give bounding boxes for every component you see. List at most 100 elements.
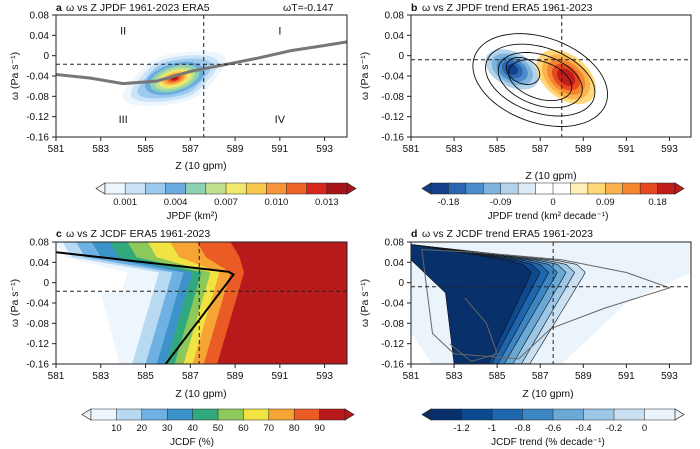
colorbar-tick-label: -0.8 — [514, 423, 530, 434]
y-tick-label: 0.04 — [30, 258, 50, 269]
panel-d-colorbar-label: JCDF trend (% decade⁻¹) — [491, 437, 605, 448]
colorbar-tick-label: -1 — [488, 423, 496, 434]
y-tick-label: -0.16 — [26, 133, 49, 144]
y-tick-label: 0.08 — [385, 11, 405, 22]
panel-b-colorbar: -0.18 -0.09 0 0.09 0.18 — [421, 182, 685, 208]
colorbar-bin — [552, 182, 572, 195]
panel-b-field — [411, 15, 691, 137]
colorbar-bin — [205, 182, 227, 195]
x-tick-label: 583 — [92, 371, 109, 382]
colorbar-bin — [124, 182, 146, 195]
colorbar-bin — [243, 408, 270, 421]
colorbar-bin — [90, 408, 118, 421]
x-tick-label: 589 — [227, 144, 244, 155]
y-tick-label: 0.08 — [385, 238, 405, 249]
y-tick-label: -0.12 — [381, 339, 404, 350]
colorbar-bin — [141, 408, 168, 421]
colorbar-bin — [461, 408, 493, 421]
jcdf-trend-band — [411, 244, 532, 364]
x-tick-label: 589 — [575, 371, 592, 382]
x-tick-label: 581 — [403, 144, 420, 155]
jpdf-outline-contour — [508, 59, 573, 102]
panel-d-title: ω vs Z JCDF trend ERA5 1961-2023 — [422, 228, 593, 240]
colorbar-bin — [217, 408, 245, 421]
colorbar-tick-label: -1.2 — [453, 423, 469, 434]
jpdf-outline-contour — [497, 52, 583, 109]
panel-a-title: ω vs Z JPDF 1961-2023 ERA5 — [66, 2, 210, 14]
x-tick-label: 589 — [575, 144, 592, 155]
colorbar-tick-label: 80 — [289, 423, 300, 434]
colorbar-bin — [491, 408, 524, 421]
panel-a-axes: 581 583 585 587 589 591 593 0.08 0.04 0 -0.04 -0.08… — [26, 11, 333, 156]
colorbar-bin — [166, 408, 194, 421]
colorbar-bin — [522, 408, 554, 421]
colorbar-tick-label: 20 — [137, 423, 148, 434]
quadrant-label: II — [120, 25, 126, 37]
colorbar-tick-label: 30 — [162, 423, 173, 434]
colorbar-tick-label: 40 — [187, 423, 198, 434]
colorbar-extend-high — [674, 408, 685, 421]
panel-c-title: ω vs Z JCDF ERA5 1961-2023 — [66, 228, 210, 240]
panel-b-axes: 581 583 585 587 589 591 593 0.08 0.04 0 -0.04 -0.08… — [381, 11, 678, 156]
x-tick-label: 585 — [137, 144, 154, 155]
quadrant-label: I — [278, 25, 281, 37]
x-tick-label: 591 — [272, 371, 289, 382]
colorbar-bin — [448, 182, 467, 195]
colorbar-bin — [293, 408, 321, 421]
panel-c-colorbar-label: JCDF (%) — [170, 437, 214, 448]
colorbar-bin — [583, 408, 615, 421]
colorbar-bin — [657, 182, 676, 195]
colorbar-tick-label: 0.013 — [315, 197, 339, 208]
colorbar-bin — [104, 182, 126, 195]
x-tick-label: 591 — [618, 144, 635, 155]
colorbar-extend-low — [421, 182, 432, 195]
panel-c-axes: 581 583 585 587 589 591 593 0.08 0.04 0 -0.04 -0.08… — [26, 238, 333, 383]
colorbar-tick-label: -0.09 — [490, 197, 512, 208]
panel-a: a ω vs Z JPDF 1961-2023 ERA5 ωT=-0.147 I… — [9, 2, 357, 222]
colorbar-bin — [535, 182, 554, 195]
colorbar-tick-label: 90 — [314, 423, 325, 434]
x-tick-label: 589 — [227, 371, 244, 382]
x-tick-label: 587 — [182, 371, 199, 382]
panel-b-ylabel: ω (Pa s⁻¹) — [359, 52, 371, 100]
colorbar-bin — [570, 182, 589, 195]
colorbar-bin — [483, 182, 502, 195]
colorbar-bin — [430, 408, 463, 421]
x-tick-label: 593 — [316, 144, 333, 155]
colorbar-tick-label: 0.09 — [596, 197, 615, 208]
x-tick-label: 593 — [661, 371, 678, 382]
colorbar-extend-high — [344, 408, 355, 421]
x-tick-label: 587 — [182, 144, 199, 155]
x-tick-label: 583 — [92, 144, 109, 155]
y-tick-label: 0 — [43, 51, 49, 62]
x-tick-label: 583 — [446, 144, 463, 155]
panel-d-axes: 581 583 585 587 589 591 593 0.08 0.04 0 -0.04 -0.08… — [381, 238, 678, 383]
colorbar-bin — [266, 182, 288, 195]
y-tick-label: 0 — [398, 51, 404, 62]
colorbar-tick-label: -0.2 — [606, 423, 622, 434]
jcdf-outline-contour — [421, 249, 672, 360]
x-tick-label: 585 — [489, 371, 506, 382]
panel-d-colorbar: -1.2 -1 -0.8 -0.6 -0.4 -0.2 0 — [421, 408, 685, 434]
panel-a-ylabel: ω (Pa s⁻¹) — [9, 52, 21, 100]
colorbar-bin — [286, 182, 308, 195]
colorbar-extend-low — [95, 182, 106, 195]
y-tick-label: -0.16 — [26, 360, 49, 371]
quadrant-label: IV — [275, 114, 286, 126]
panel-a-colorbar: 0.001 0.004 0.007 0.010 0.013 — [95, 182, 357, 208]
y-tick-label: -0.12 — [381, 112, 404, 123]
x-tick-label: 581 — [48, 371, 65, 382]
y-tick-label: 0.08 — [30, 238, 50, 249]
x-tick-label: 587 — [532, 144, 549, 155]
panel-c-colorbar: 10 20 30 40 50 60 70 80 90 — [81, 408, 355, 434]
colorbar-tick-label: 0.004 — [164, 197, 188, 208]
colorbar-bin — [165, 182, 187, 195]
x-tick-label: 593 — [661, 144, 678, 155]
panel-d-ylabel: ω (Pa s⁻¹) — [359, 279, 371, 327]
jpdf-outline-contour — [472, 33, 609, 127]
colorbar-bin — [500, 182, 519, 195]
colorbar-extend-high — [674, 182, 685, 195]
y-tick-label: -0.08 — [381, 319, 404, 330]
